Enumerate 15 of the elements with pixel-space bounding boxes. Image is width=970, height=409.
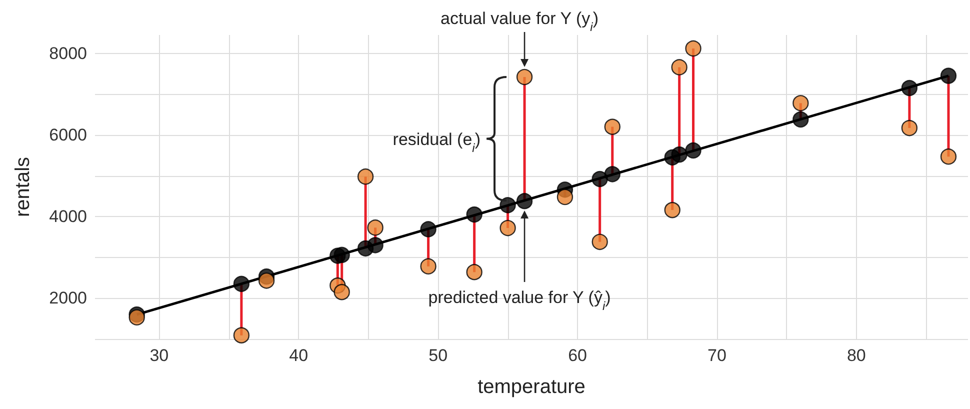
x-tick-label: 40 — [289, 346, 308, 365]
y-tick-label: 2000 — [49, 288, 87, 308]
y-tick-label: 4000 — [49, 207, 87, 226]
y-tick-label: 6000 — [49, 125, 87, 144]
x-tick-label: 30 — [150, 346, 169, 365]
x-tick-label: 50 — [428, 346, 448, 365]
x-tick-label: 70 — [708, 346, 726, 365]
x-tick-label: 60 — [568, 346, 587, 365]
annotation: actual value for Y (y$_{i}$) — [440, 9, 599, 34]
x-axis-title: temperature — [478, 376, 586, 398]
y-axis-title: rentals — [12, 156, 34, 218]
y-tick-label: 8000 — [49, 44, 87, 63]
annotation: residual (e$_{i}$) — [392, 130, 481, 155]
annotation: predicted value for Y (ŷ$_{i}$) — [428, 288, 611, 313]
x-tick-label: 80 — [846, 346, 866, 365]
